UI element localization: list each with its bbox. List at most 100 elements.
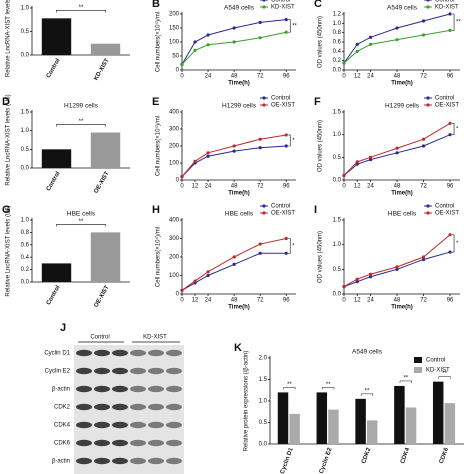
- chart-title: HBE cells: [388, 211, 417, 218]
- data-point: [284, 133, 288, 137]
- x-axis-label: Time(h): [228, 191, 250, 197]
- data-point: [448, 233, 452, 237]
- significance-label: **: [326, 382, 331, 388]
- y-axis-label: Cell numbers(×10⁴)/ml: [155, 227, 162, 287]
- chart-panel: C A549 cells OD values (450nm) 0.0 0.2 0.4 0.6…: [314, 0, 461, 87]
- data-point: [355, 49, 359, 53]
- y-tick-label: 400: [169, 110, 180, 116]
- legend-label: OE-XIST: [435, 211, 459, 217]
- series-line: [181, 31, 287, 65]
- y-tick-label: 0.5: [21, 29, 30, 35]
- blot-band: [148, 349, 164, 357]
- y-tick-label: 300: [169, 236, 180, 242]
- legend-marker: [262, 103, 266, 107]
- data-point: [395, 38, 399, 42]
- data-point: [421, 33, 426, 37]
- significance-bracket: [452, 13, 455, 31]
- x-tick-label: 48: [231, 184, 238, 190]
- significance-bracket: [399, 380, 412, 383]
- western-blot: J Control KD-XIST: [60, 322, 184, 474]
- bar: [316, 392, 328, 444]
- x-tick-label: 24: [367, 74, 374, 80]
- data-point: [258, 242, 262, 246]
- data-point: [206, 151, 210, 155]
- x-axis-label: Time(h): [228, 81, 250, 87]
- bar: [444, 403, 456, 444]
- y-tick-label: 150: [169, 26, 180, 32]
- chart-title: A549 cells: [352, 349, 383, 356]
- x-axis-label: Time(h): [228, 305, 250, 311]
- data-point: [193, 48, 197, 53]
- y-tick-label: 1.2: [333, 12, 342, 18]
- data-point: [232, 149, 236, 153]
- blot-band: [112, 385, 128, 393]
- chart-title: A549 cells: [387, 5, 418, 12]
- legend-swatch: [414, 367, 422, 373]
- y-tick-label: 0.0: [333, 178, 342, 184]
- data-point: [421, 19, 426, 23]
- blot-row-label: β-actin: [52, 459, 70, 465]
- y-tick-label: 0.5: [259, 420, 268, 426]
- series-line: [181, 252, 287, 291]
- y-tick-label: 400: [169, 218, 180, 224]
- x-tick-label: 24: [205, 184, 212, 190]
- data-point: [232, 26, 236, 30]
- series-line: [343, 234, 451, 288]
- data-point: [395, 267, 399, 271]
- bar: [355, 398, 366, 444]
- y-tick-label: 0.0: [21, 280, 30, 286]
- data-point: [421, 255, 426, 259]
- series-line: [343, 134, 451, 176]
- y-tick-label: 0.4: [333, 49, 342, 55]
- data-point: [421, 137, 426, 141]
- y-tick-label: 300: [169, 127, 180, 133]
- group-label: KD-XIST: [143, 335, 167, 341]
- data-point: [193, 40, 197, 44]
- y-axis-label: Cell numbers(×10⁴)/ml: [155, 116, 162, 176]
- significance-bracket: [56, 224, 106, 227]
- blot-band: [148, 403, 164, 411]
- legend-label: Control: [271, 96, 290, 102]
- blot-band: [130, 403, 146, 411]
- series-line: [181, 134, 287, 177]
- series-line: [343, 13, 451, 64]
- blot-row-label: Cyclin E2: [45, 369, 71, 375]
- legend-marker: [262, 0, 266, 2]
- x-tick-label: 12: [354, 298, 361, 304]
- data-point: [368, 35, 373, 39]
- data-point: [342, 173, 346, 178]
- x-tick-label: 72: [257, 184, 264, 190]
- data-point: [232, 255, 236, 259]
- y-tick-label: 0.0: [21, 53, 30, 59]
- blot-band: [148, 439, 164, 447]
- y-tick-label: 0.4: [21, 255, 30, 261]
- legend-marker: [426, 96, 430, 100]
- blot-band: [166, 457, 182, 465]
- panel-letter: B: [152, 0, 160, 10]
- x-tick-label: 12: [354, 184, 361, 190]
- x-tick-label: 0: [342, 184, 346, 190]
- blot-band: [112, 439, 128, 447]
- chart-title: H1299 cells: [64, 103, 99, 110]
- x-tick-label: 12: [192, 298, 199, 304]
- blot-band: [94, 457, 110, 465]
- panel-letter: C: [314, 0, 322, 10]
- x-tick-label: CDK2: [361, 447, 372, 465]
- x-tick-label: OE-XIST: [93, 171, 110, 195]
- x-tick-label: 0: [180, 184, 184, 190]
- y-axis-label: Relative LncRNA-XIST levels (U6): [6, 94, 12, 185]
- blot-band: [76, 367, 92, 375]
- significance-bracket: [360, 393, 374, 396]
- x-tick-label: 48: [394, 184, 401, 190]
- y-tick-label: 200: [169, 255, 180, 261]
- y-axis-label: OD values (450nm): [318, 16, 324, 68]
- data-point: [206, 154, 210, 158]
- data-point: [421, 144, 426, 148]
- series-line: [181, 238, 287, 291]
- y-tick-label: 1.5: [21, 110, 30, 116]
- blot-band: [94, 367, 110, 375]
- x-axis-label: Time(h): [391, 305, 413, 311]
- data-point: [258, 146, 262, 150]
- blot-band: [112, 457, 128, 465]
- legend-label: Control: [271, 0, 290, 4]
